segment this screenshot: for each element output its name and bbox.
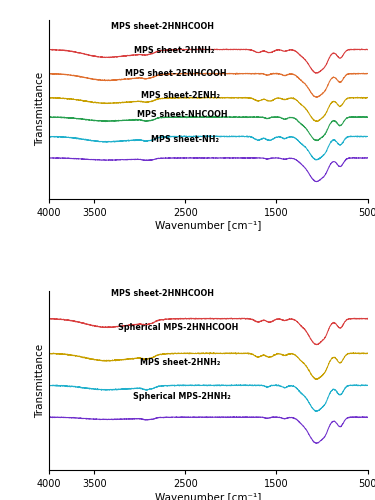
- Text: MPS sheet-2HNHCOOH: MPS sheet-2HNHCOOH: [111, 22, 214, 31]
- Text: MPS sheet-2HNH₂: MPS sheet-2HNH₂: [140, 358, 220, 366]
- Text: Spherical MPS-2HNHCOOH: Spherical MPS-2HNHCOOH: [118, 323, 238, 332]
- Y-axis label: Transmittance: Transmittance: [34, 72, 45, 146]
- X-axis label: Wavenumber [cm⁻¹]: Wavenumber [cm⁻¹]: [155, 220, 261, 230]
- Y-axis label: Transmittance: Transmittance: [34, 344, 45, 418]
- Text: MPS sheet-2ENH₂: MPS sheet-2ENH₂: [141, 92, 220, 100]
- Text: Spherical MPS-2HNH₂: Spherical MPS-2HNH₂: [133, 392, 231, 402]
- Text: MPS sheet-NH₂: MPS sheet-NH₂: [152, 134, 219, 143]
- X-axis label: Wavenumber [cm⁻¹]: Wavenumber [cm⁻¹]: [155, 492, 261, 500]
- Text: MPS sheet-2ENHCOOH: MPS sheet-2ENHCOOH: [126, 70, 227, 78]
- Text: MPS sheet-2HNH₂: MPS sheet-2HNH₂: [134, 46, 214, 54]
- Text: MPS sheet-2HNHCOOH: MPS sheet-2HNHCOOH: [111, 290, 214, 298]
- Text: MPS sheet-NHCOOH: MPS sheet-NHCOOH: [137, 110, 228, 120]
